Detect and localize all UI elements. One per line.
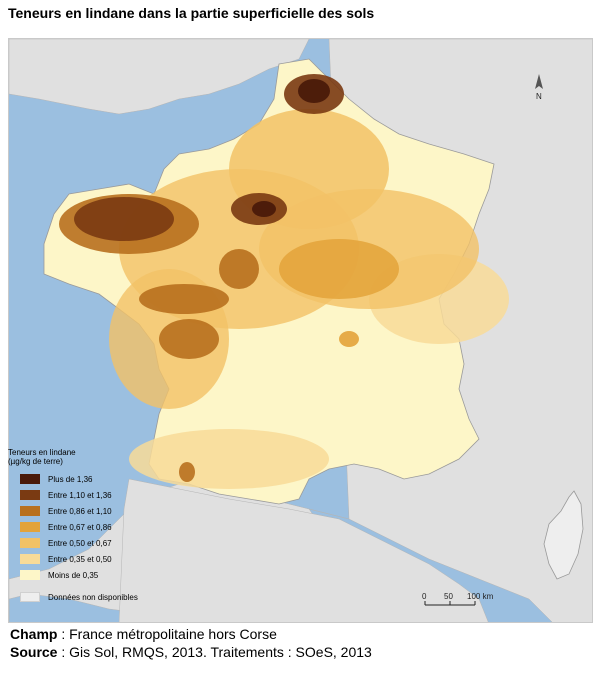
legend-label: Entre 1,10 et 1,36	[48, 490, 112, 500]
north-arrow: N	[535, 74, 543, 101]
scale-bar: 0 50 100 km	[422, 592, 494, 606]
champ-line: Champ : France métropolitaine hors Corse	[10, 625, 372, 643]
legend-swatch	[20, 570, 40, 580]
england-land	[9, 39, 310, 115]
legend-swatch-na	[20, 592, 40, 602]
spain-land	[118, 478, 489, 622]
legend-swatch	[20, 506, 40, 516]
source-text: : Gis Sol, RMQS, 2013. Traitements : SOe…	[57, 644, 372, 660]
legend-swatch	[20, 474, 40, 484]
legend-swatch	[20, 538, 40, 548]
legend-label: Entre 0,35 et 0,50	[48, 554, 112, 564]
legend-label-na: Données non disponibles	[48, 592, 138, 602]
legend-swatch	[20, 522, 40, 532]
legend-items: Plus de 1,36 Entre 1,10 et 1,36 Entre 0,86…	[8, 471, 138, 583]
legend-label: Plus de 1,36	[48, 474, 93, 484]
legend-label: Moins de 0,35	[48, 570, 99, 580]
legend-item: Entre 0,50 et 0,67	[8, 535, 138, 551]
legend-item: Entre 0,86 et 1,10	[8, 503, 138, 519]
legend-item: Moins de 0,35	[8, 567, 138, 583]
source-label: Source	[10, 644, 58, 660]
scale-tick-0: 0	[422, 592, 427, 601]
legend-item: Entre 1,10 et 1,36	[8, 487, 138, 503]
legend-item: Plus de 1,36	[8, 471, 138, 487]
legend-label: Entre 0,86 et 1,10	[48, 506, 112, 516]
legend-title-line1: Teneurs en lindane	[8, 448, 76, 457]
map-title: Teneurs en lindane dans la partie superf…	[8, 5, 375, 21]
champ-text: : France métropolitaine hors Corse	[57, 626, 277, 642]
concentration-zones	[59, 74, 509, 489]
source-line: Source : Gis Sol, RMQS, 2013. Traitement…	[10, 643, 372, 661]
legend-item: Entre 0,35 et 0,50	[8, 551, 138, 567]
footer: Champ : France métropolitaine hors Corse…	[10, 625, 372, 661]
corsica-island	[543, 490, 584, 580]
champ-label: Champ	[10, 626, 58, 642]
map-legend: Teneurs en lindane (µg/kg de terre) Plus…	[8, 448, 138, 605]
legend-title-line2: (µg/kg de terre)	[8, 457, 63, 466]
north-label: N	[536, 92, 542, 101]
scale-tick-100: 100 km	[467, 592, 494, 601]
legend-item: Entre 0,67 et 0,86	[8, 519, 138, 535]
legend-item-na: Données non disponibles	[8, 589, 138, 605]
legend-swatch	[20, 554, 40, 564]
scale-tick-50: 50	[444, 592, 453, 601]
france-map: N 0 50 100 km	[9, 39, 592, 622]
legend-label: Entre 0,67 et 0,86	[48, 522, 112, 532]
map-frame: N 0 50 100 km	[8, 38, 593, 623]
legend-swatch	[20, 490, 40, 500]
legend-label: Entre 0,50 et 0,67	[48, 538, 112, 548]
legend-title: Teneurs en lindane (µg/kg de terre)	[8, 448, 138, 466]
